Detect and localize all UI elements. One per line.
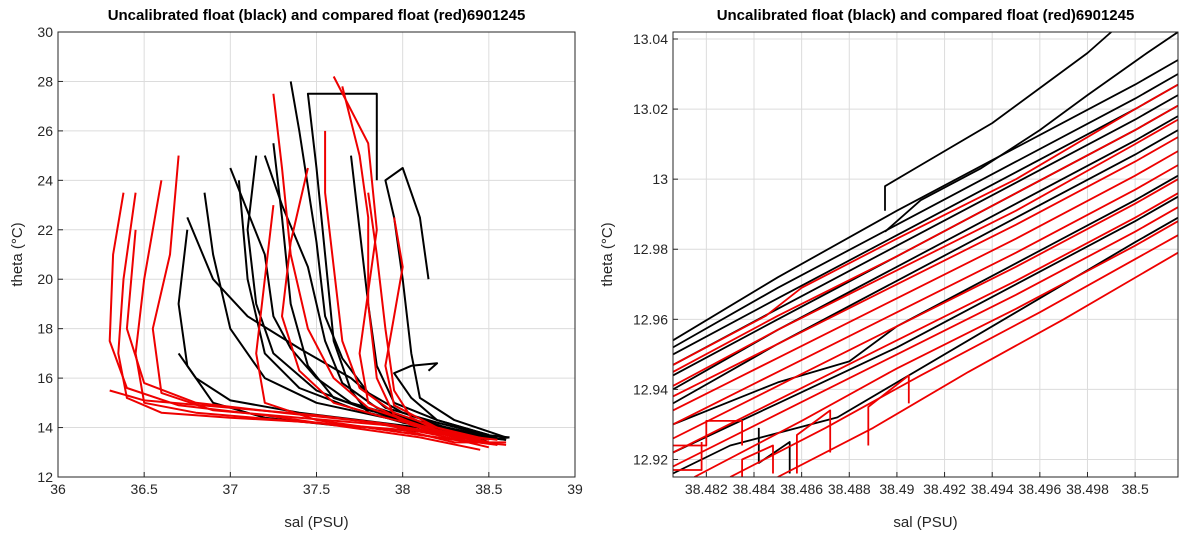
right-chart-panel: 38.482 38.484 38.486 38.488 38.49 38.492 38.49… (590, 0, 1183, 535)
x-tick-label: 38.5 (475, 481, 502, 497)
x-tick-label: 39 (567, 481, 583, 497)
profile-line (384, 167, 507, 439)
profile-line (673, 59, 1178, 342)
left-chart-panel: 36 36.5 37 37.5 38 38.5 39 12 14 16 18 20 22 24 26 28 30… (0, 0, 590, 535)
y-tick-label: 20 (37, 271, 53, 287)
y-tick-label: 12.96 (633, 311, 668, 327)
plot-area (673, 32, 1178, 477)
x-tick-label: 38.5 (1121, 481, 1148, 497)
y-tick-label: 14 (37, 420, 53, 436)
y-axis-label: theta (°C) (599, 222, 616, 286)
y-tick-label: 16 (37, 370, 53, 386)
x-tick-label: 38 (395, 481, 411, 497)
profile-line (757, 427, 791, 474)
x-tick-label: 38.488 (828, 481, 871, 497)
profile-line (673, 442, 703, 471)
y-tick-label: 12.92 (633, 451, 668, 467)
y-tick-label: 22 (37, 222, 53, 238)
x-tick-label: 38.494 (971, 481, 1014, 497)
profile-line (673, 216, 1178, 475)
profile-line (673, 164, 1178, 426)
plot-frame (672, 31, 1179, 478)
profile-line (393, 362, 490, 436)
x-tick-label: 38.492 (923, 481, 966, 497)
profile-line (384, 217, 490, 444)
profile-line (673, 104, 1178, 373)
profile-line (673, 136, 1178, 398)
profile-line (673, 195, 1178, 454)
x-tick-label: 38.482 (685, 481, 728, 497)
chart-title: Uncalibrated float (black) and compared … (108, 7, 526, 24)
profile-line (108, 192, 481, 451)
profile-line (255, 204, 507, 446)
profile-line (151, 155, 490, 449)
profile-line (673, 73, 1178, 349)
y-tick-label: 28 (37, 73, 53, 89)
y-tick-label: 13.04 (633, 31, 668, 47)
x-tick-label: 38.49 (879, 481, 914, 497)
y-tick-label: 18 (37, 321, 53, 337)
profile-line (673, 192, 1178, 454)
x-tick-label: 36.5 (131, 481, 158, 497)
y-tick-label: 13 (652, 171, 668, 187)
profile-line (673, 419, 744, 447)
profile-line (673, 118, 1178, 387)
profile-line (729, 234, 1178, 477)
y-tick-label: 12 (37, 469, 53, 485)
chart-title: Uncalibrated float (black) and compared … (717, 7, 1135, 24)
profile-line (281, 167, 490, 444)
y-tick-label: 12.94 (633, 381, 668, 397)
red-series (673, 83, 1178, 477)
left-chart: 36 36.5 37 37.5 38 38.5 39 12 14 16 18 20 22 24 26 28 30… (9, 7, 583, 531)
x-axis-label: sal (PSU) (284, 514, 348, 531)
profile-line (777, 251, 1178, 477)
profile-line (367, 192, 481, 441)
profile-line (884, 32, 1112, 211)
profile-line (867, 374, 910, 446)
y-tick-label: 26 (37, 123, 53, 139)
x-tick-label: 38.486 (780, 481, 823, 497)
x-tick-label: 38.498 (1066, 481, 1109, 497)
x-tick-label: 37 (223, 481, 239, 497)
profile-line (109, 389, 498, 446)
profile-line (795, 409, 832, 474)
y-axis-label: theta (°C) (9, 222, 26, 286)
x-tick-label: 38.496 (1018, 481, 1061, 497)
profile-line (884, 32, 1178, 233)
profile-line (289, 81, 481, 439)
y-tick-label: 24 (37, 172, 53, 188)
profile-line (741, 444, 774, 477)
red-series (108, 76, 507, 451)
x-tick-label: 37.5 (303, 481, 330, 497)
x-axis-label: sal (PSU) (893, 514, 957, 531)
x-tick-label: 38.484 (733, 481, 776, 497)
profile-line (673, 206, 1178, 468)
y-tick-label: 12.98 (633, 241, 668, 257)
right-chart: 38.482 38.484 38.486 38.488 38.49 38.492 38.49… (599, 7, 1179, 531)
x-tick-label: 36 (50, 481, 66, 497)
y-tick-label: 13.02 (633, 101, 668, 117)
profile-line (673, 129, 1178, 405)
y-tick-label: 30 (37, 24, 53, 40)
profile-line (673, 83, 1178, 366)
profile-line (693, 220, 1178, 477)
profile-line (673, 150, 1178, 412)
black-series (673, 32, 1178, 475)
profile-line (673, 178, 1178, 440)
profile-line (324, 130, 490, 441)
